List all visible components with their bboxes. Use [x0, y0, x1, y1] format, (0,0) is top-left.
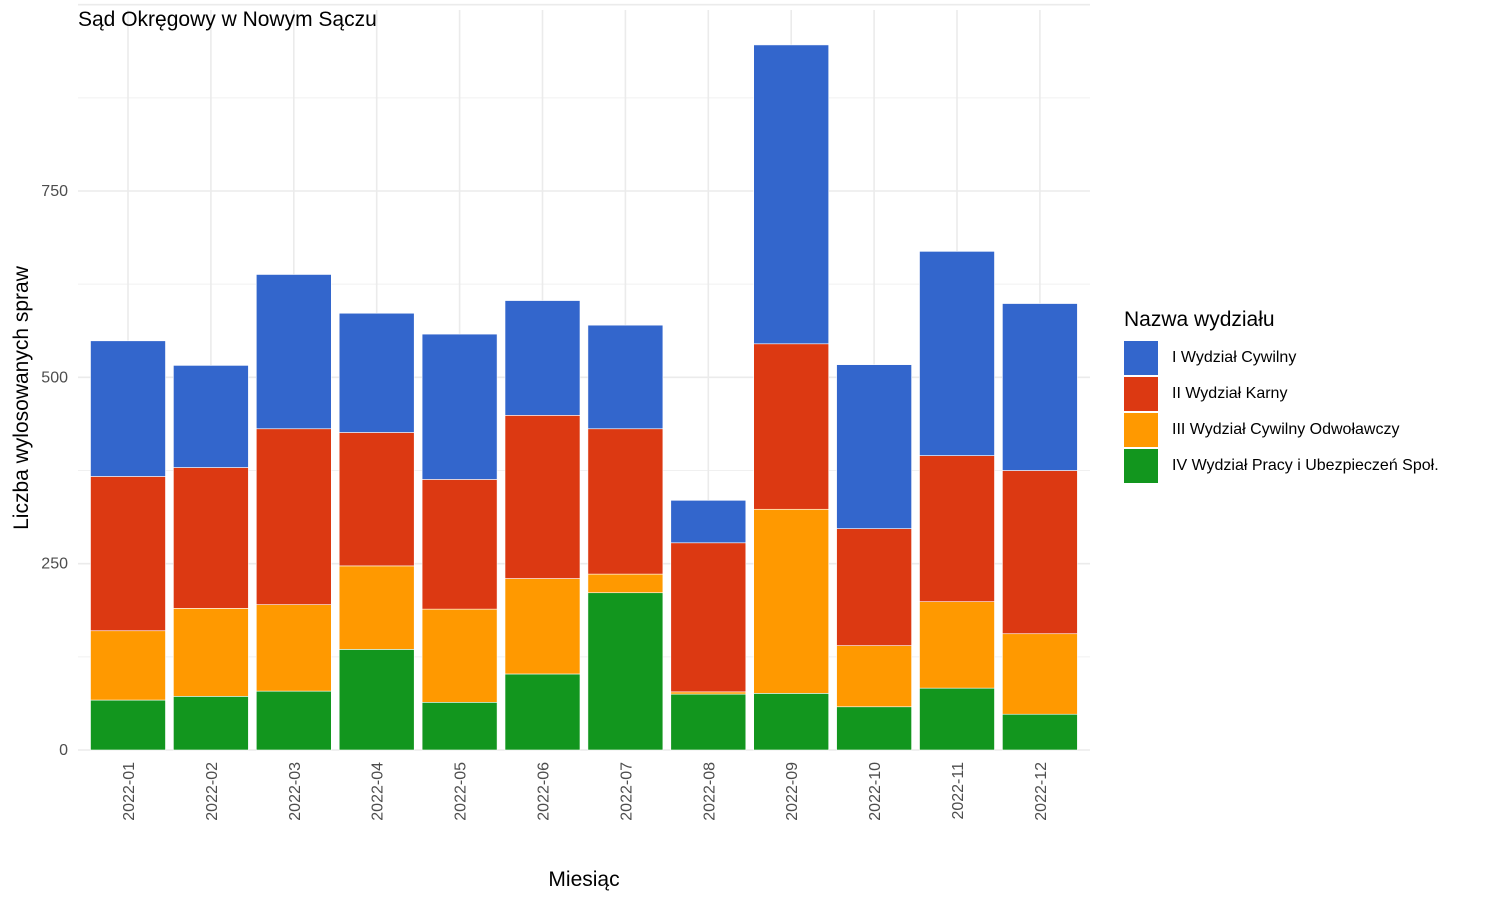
- bar-segment: [421, 701, 498, 751]
- bar-segment: [421, 333, 498, 480]
- bar-segment: [587, 428, 664, 575]
- legend-items: I Wydział Cywilny II Wydział Karny III Wyd…: [1124, 340, 1439, 484]
- x-tick-label: 2022-01: [121, 762, 138, 821]
- bar-segment: [173, 608, 249, 697]
- bar-segment: [836, 364, 912, 529]
- legend-label: I Wydział Cywilny: [1172, 349, 1297, 366]
- bar-segment: [587, 573, 664, 594]
- legend-item: I Wydział Cywilny: [1124, 340, 1439, 376]
- legend-item: II Wydział Karny: [1124, 376, 1439, 412]
- legend-swatch: [1124, 449, 1158, 483]
- bar-segment: [90, 630, 166, 701]
- x-tick-label: 2022-07: [618, 762, 635, 821]
- bar-segment: [90, 476, 166, 632]
- legend-swatch: [1124, 377, 1158, 411]
- bar-segment: [173, 467, 249, 609]
- y-tick-label: 750: [41, 183, 68, 200]
- x-tick-label: 2022-06: [536, 762, 553, 821]
- chart-title: Sąd Okręgowy w Nowym Sączu: [78, 8, 377, 31]
- bar-segment: [919, 601, 995, 689]
- bar-segment: [836, 645, 912, 708]
- bar-segment: [173, 696, 249, 751]
- y-tick-label: 250: [41, 556, 68, 573]
- x-tick-label: 2022-09: [784, 762, 801, 821]
- bar-segment: [587, 324, 664, 430]
- legend-label: II Wydział Karny: [1172, 385, 1288, 402]
- legend: Nazwa wydziału I Wydział Cywilny II Wydzi…: [1124, 308, 1439, 484]
- bar-segment: [1002, 713, 1078, 751]
- bar-segment: [338, 649, 415, 751]
- bar-segment: [670, 691, 747, 695]
- bar-segment: [670, 500, 747, 544]
- bar-segment: [670, 693, 747, 751]
- legend-label: III Wydział Cywilny Odwoławczy: [1172, 421, 1400, 438]
- bar-segment: [919, 687, 995, 751]
- bar-segment: [753, 44, 830, 345]
- bar-segment: [1002, 633, 1078, 715]
- bar-segment: [421, 479, 498, 610]
- x-tick-label: 2022-08: [701, 762, 718, 821]
- bar-segment: [255, 274, 332, 430]
- bar-segment: [753, 343, 830, 510]
- bar-segment: [421, 608, 498, 703]
- bar-segment: [836, 528, 912, 646]
- x-axis-title: Miesiąc: [548, 868, 619, 891]
- x-tick-label: 2022-02: [204, 762, 221, 821]
- bar-segment: [504, 415, 581, 579]
- bar-segment: [1002, 303, 1078, 471]
- x-tick-label: 2022-03: [287, 762, 304, 821]
- bar-segment: [919, 251, 995, 456]
- legend-label: IV Wydział Pracy i Ubezpieczeń Społ.: [1172, 457, 1439, 474]
- bar-segment: [670, 542, 747, 693]
- bar-segment: [504, 578, 581, 675]
- bar-segment: [836, 706, 912, 751]
- x-tick-label: 2022-11: [950, 762, 967, 820]
- bar-segment: [753, 508, 830, 694]
- x-tick-label: 2022-04: [370, 762, 387, 821]
- bar-segment: [338, 432, 415, 567]
- bar-segment: [173, 365, 249, 468]
- bar-segment: [753, 693, 830, 751]
- bar-segment: [90, 340, 166, 477]
- y-axis-title: Liczba wylosowanych spraw: [10, 265, 33, 530]
- y-tick-label: 500: [41, 369, 68, 386]
- bar-segment: [504, 673, 581, 751]
- bar-segment: [255, 604, 332, 692]
- legend-swatch: [1124, 341, 1158, 375]
- bar-segment: [338, 312, 415, 433]
- legend-title: Nazwa wydziału: [1124, 308, 1275, 331]
- x-tick-label: 2022-10: [867, 762, 884, 821]
- legend-item: III Wydział Cywilny Odwoławczy: [1124, 412, 1439, 448]
- y-tick-label: 0: [59, 742, 68, 759]
- bar-segment: [90, 699, 166, 751]
- bar-segment: [255, 690, 332, 751]
- bar-segment: [919, 455, 995, 602]
- bar-segment: [1002, 470, 1078, 635]
- bar-segment: [587, 592, 664, 751]
- legend-item: IV Wydział Pracy i Ubezpieczeń Społ.: [1124, 448, 1439, 484]
- legend-swatch: [1124, 413, 1158, 447]
- bar-segment: [255, 428, 332, 605]
- x-tick-label: 2022-12: [1033, 762, 1050, 821]
- bar-segment: [338, 565, 415, 650]
- bar-segment: [504, 300, 581, 416]
- x-tick-label: 2022-05: [453, 762, 470, 821]
